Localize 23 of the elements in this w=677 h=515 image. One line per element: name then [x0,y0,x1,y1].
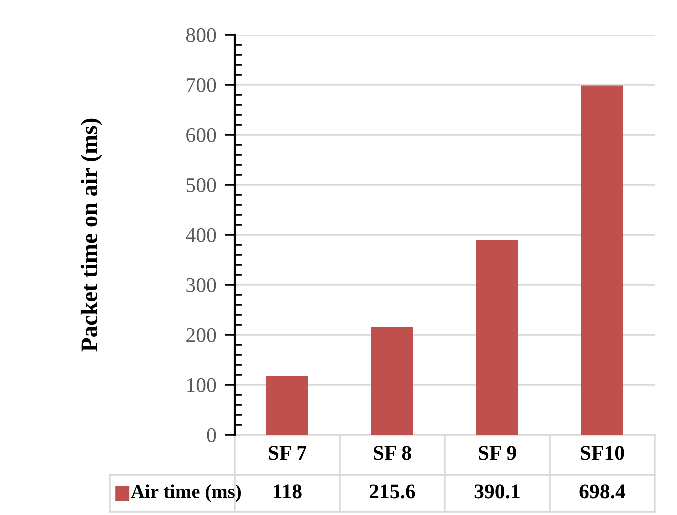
data-label: 215.6 [370,484,416,499]
bar [476,240,518,435]
data-label: 390.1 [474,484,520,499]
x-tick-label: SF 8 [374,446,412,460]
x-tick-label: SF10 [581,446,624,460]
legend-label: Air time (ms) [131,484,242,502]
y-tick-label: 500 [186,178,216,192]
bar [582,86,624,435]
bar [266,376,308,435]
x-tick-label: SF 7 [269,446,307,460]
x-tick-label: SF 9 [479,446,516,460]
y-tick-label: 800 [186,28,216,42]
y-tick-label: 300 [186,278,216,292]
y-tick-label: 100 [188,378,216,392]
y-tick-label: 0 [207,428,216,442]
data-label: 118 [274,484,302,499]
y-tick-label: 200 [186,328,216,342]
y-tick-label: 600 [186,128,216,142]
y-axis-title: Packet time on air (ms) [80,118,102,352]
data-label: 698.4 [580,484,626,499]
y-tick-label: 400 [186,228,216,242]
y-tick-label: 700 [187,78,216,92]
bar [372,327,414,435]
